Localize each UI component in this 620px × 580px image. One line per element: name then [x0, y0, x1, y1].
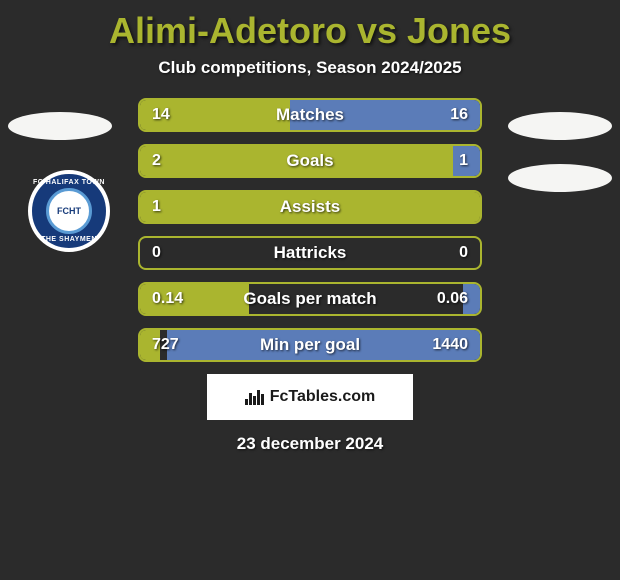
left-player-oval — [8, 112, 112, 140]
stat-bar: 2Goals1 — [138, 144, 482, 178]
bar-value-right: 0.06 — [425, 284, 480, 314]
bar-value-right: 16 — [438, 100, 480, 130]
badge-ring: FC HALIFAX TOWN FCHT THE SHAYMEN — [28, 170, 110, 252]
footer-date: 23 december 2024 — [0, 434, 620, 454]
badge-inner-text: FCHT — [46, 188, 92, 234]
bars-logo-icon — [245, 390, 264, 405]
footer-brand-text: FcTables.com — [270, 388, 376, 406]
stat-bar: 0Hattricks0 — [138, 236, 482, 270]
chart-title: Alimi-Adetoro vs Jones — [0, 0, 620, 58]
bar-label: Goals — [140, 146, 480, 176]
bars-container: 14Matches162Goals11Assists0Hattricks00.1… — [138, 98, 482, 362]
chart-subtitle: Club competitions, Season 2024/2025 — [0, 58, 620, 98]
bar-label: Hattricks — [140, 238, 480, 268]
stat-bar: 14Matches16 — [138, 98, 482, 132]
bar-value-right: 0 — [447, 238, 480, 268]
stat-bar: 0.14Goals per match0.06 — [138, 282, 482, 316]
left-club-badge: FC HALIFAX TOWN FCHT THE SHAYMEN — [28, 170, 110, 252]
bar-label: Assists — [140, 192, 480, 222]
bar-label: Matches — [140, 100, 480, 130]
bar-value-right: 1 — [447, 146, 480, 176]
chart-stage: FC HALIFAX TOWN FCHT THE SHAYMEN 14Match… — [0, 98, 620, 362]
stat-bar: 727Min per goal1440 — [138, 328, 482, 362]
badge-top-text: FC HALIFAX TOWN — [32, 179, 106, 186]
bar-value-right: 1440 — [420, 330, 480, 360]
right-player-oval-1 — [508, 112, 612, 140]
right-player-oval-2 — [508, 164, 612, 192]
stat-bar: 1Assists — [138, 190, 482, 224]
footer-brand-badge: FcTables.com — [207, 374, 413, 420]
badge-bottom-text: THE SHAYMEN — [32, 236, 106, 243]
